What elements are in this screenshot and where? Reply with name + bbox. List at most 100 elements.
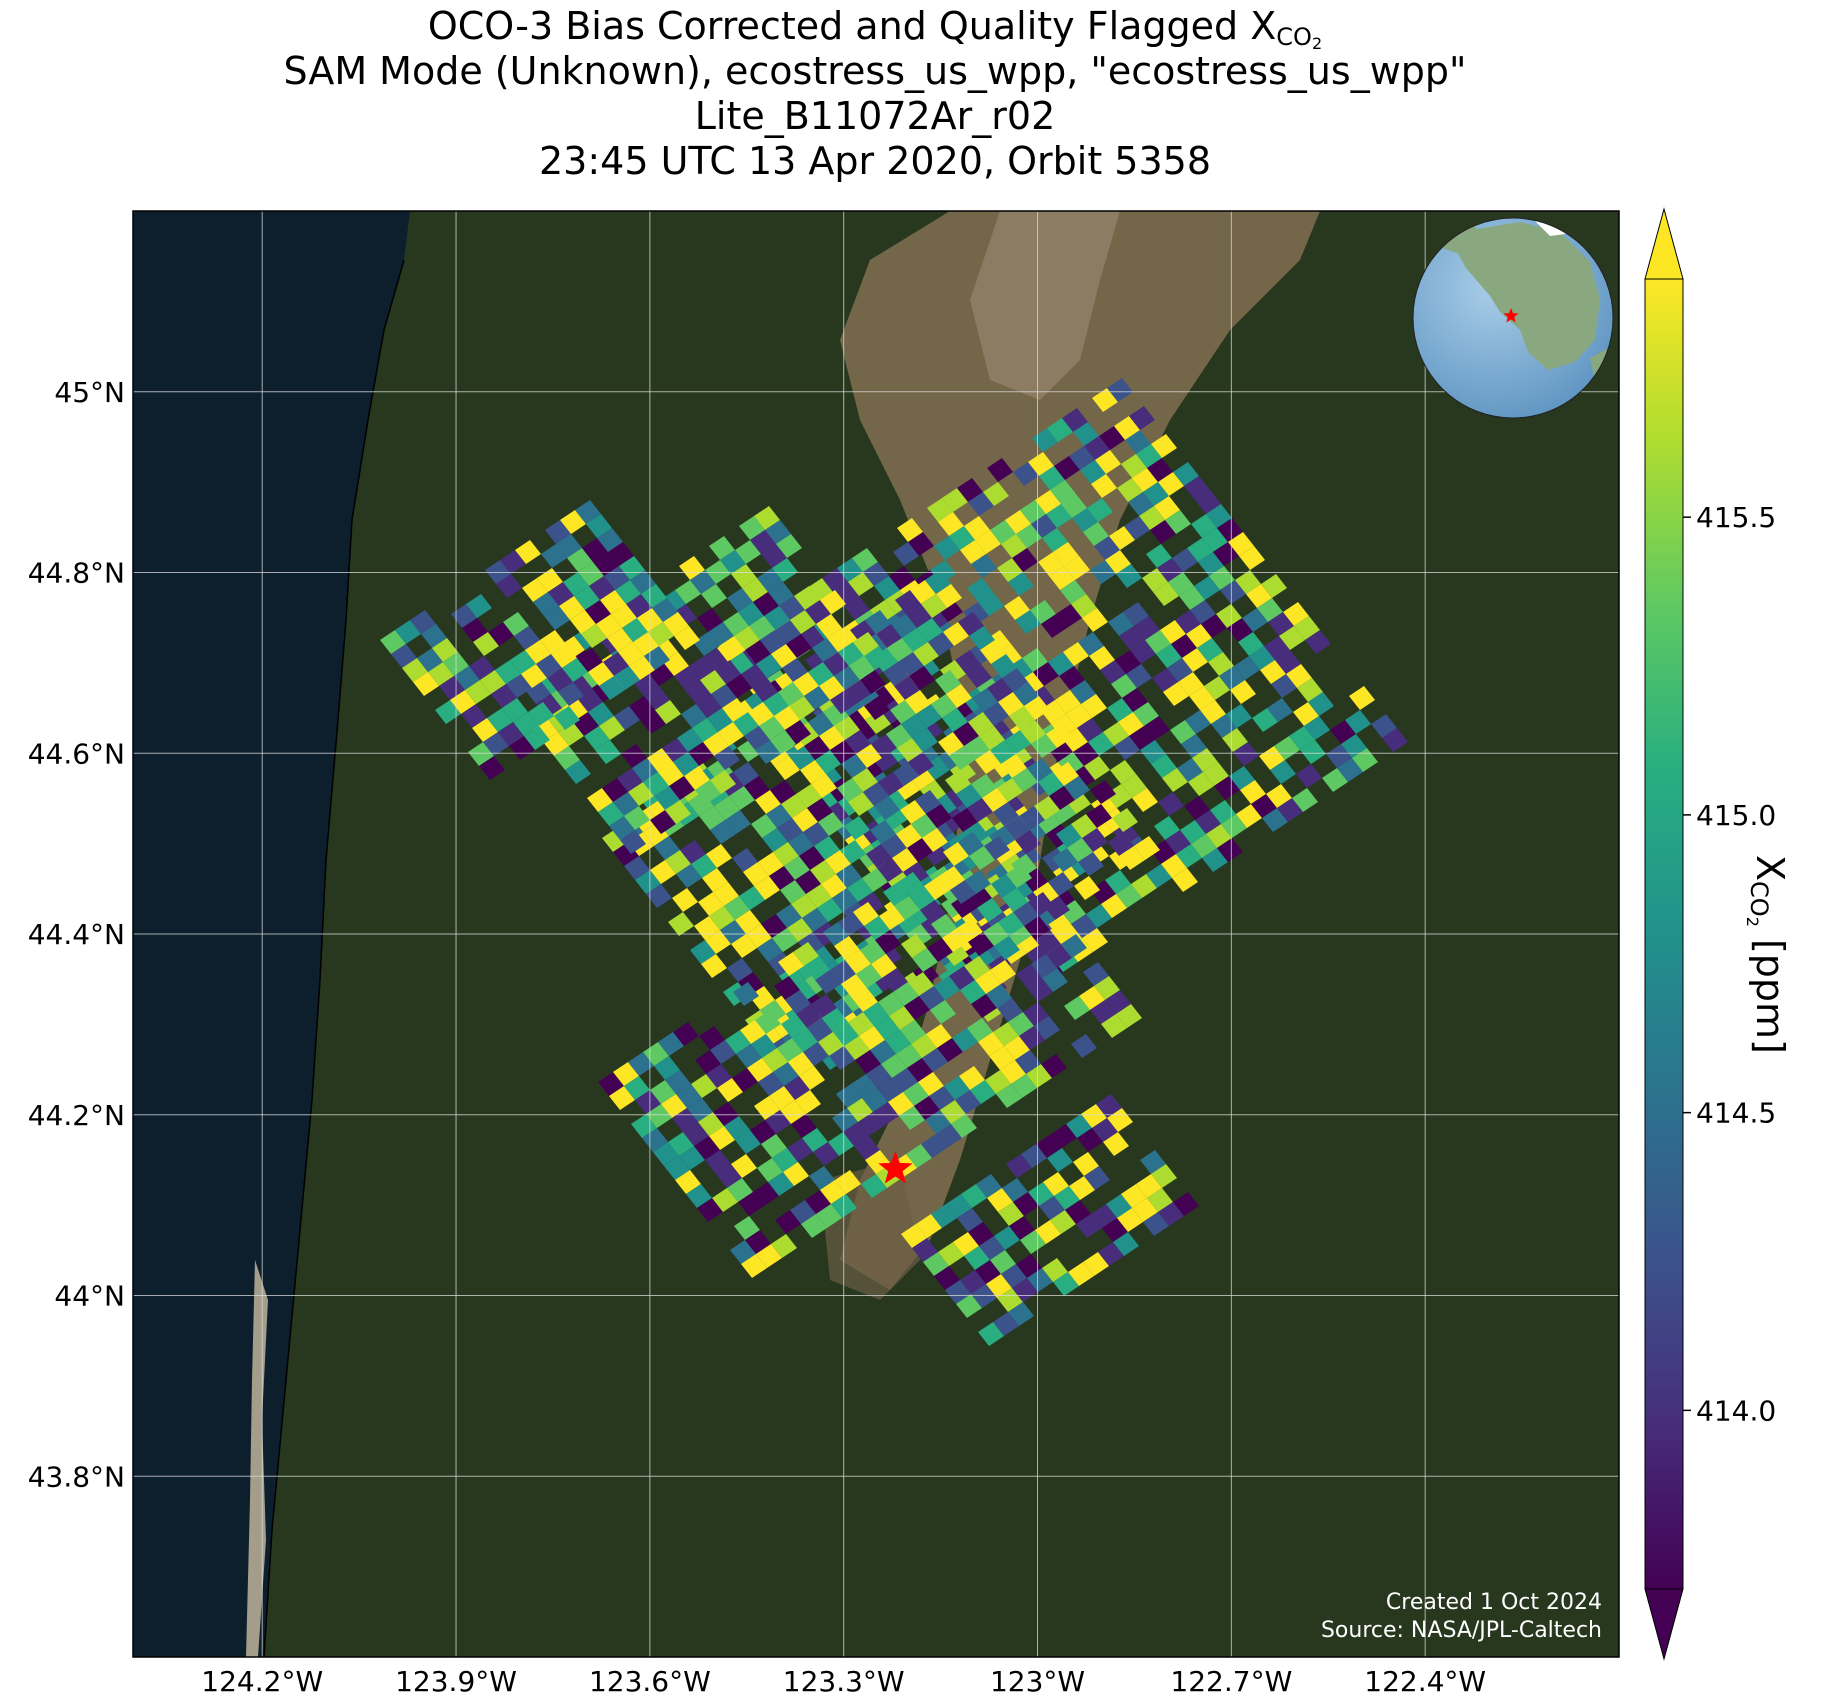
sounding-footprint — [709, 906, 735, 930]
sounding-footprint — [910, 580, 936, 604]
sounding-footprint — [1208, 652, 1234, 676]
sounding-footprint — [864, 646, 890, 670]
sounding-footprint — [761, 544, 787, 568]
sounding-footprint — [836, 1084, 862, 1108]
sounding-footprint — [1054, 456, 1080, 480]
sounding-footprint — [644, 686, 670, 710]
sounding-footprint — [931, 694, 957, 718]
sounding-footprint — [1178, 672, 1204, 696]
sounding-footprint — [1005, 510, 1031, 534]
sounding-footprint — [978, 1032, 1004, 1056]
sounding-footprint — [1176, 844, 1202, 868]
sounding-footprint — [706, 844, 732, 868]
sounding-footprint — [1056, 604, 1082, 628]
sounding-footprint — [870, 1040, 896, 1064]
urban-area — [970, 211, 1120, 400]
sounding-footprint — [690, 570, 716, 594]
sounding-footprint — [628, 782, 654, 806]
sounding-footprint — [718, 722, 744, 746]
sounding-footprint — [790, 610, 816, 634]
sounding-footprint — [1020, 720, 1046, 744]
sounding-footprint — [928, 632, 954, 656]
sounding-footprint — [587, 788, 613, 812]
sounding-footprint — [1267, 698, 1293, 722]
sounding-footprint — [1123, 602, 1149, 626]
sounding-footprint — [998, 692, 1024, 716]
lon-tick-label: 123°W — [990, 1665, 1085, 1698]
colorbar-tick-label: 415.0 — [1696, 799, 1776, 832]
sounding-footprint — [1101, 1014, 1127, 1038]
sounding-footprint — [851, 1074, 877, 1098]
sounding-footprint — [1182, 648, 1208, 672]
sounding-footprint — [757, 568, 783, 592]
sounding-footprint — [734, 1216, 760, 1240]
sounding-footprint — [883, 882, 909, 906]
sounding-footprint — [759, 716, 785, 740]
sounding-footprint — [943, 622, 969, 646]
sounding-footprint — [1002, 668, 1028, 692]
sounding-footprint — [1382, 728, 1408, 752]
sounding-footprint — [1107, 698, 1133, 722]
sounding-footprint — [533, 592, 559, 616]
sounding-footprint — [562, 658, 588, 682]
sounding-footprint — [1077, 1128, 1103, 1152]
sounding-footprint — [1034, 1016, 1060, 1040]
sounding-footprint — [1337, 758, 1363, 782]
sounding-footprint — [860, 670, 886, 694]
sounding-footprint — [781, 1014, 807, 1038]
sounding-footprint — [906, 604, 932, 628]
sounding-footprint — [724, 896, 750, 920]
sounding-footprint — [1202, 528, 1228, 552]
sounding-footprint — [1345, 710, 1371, 734]
sounding-footprint — [1341, 734, 1367, 758]
sounding-footprint — [990, 1250, 1016, 1274]
sounding-footprint — [1326, 744, 1352, 768]
sounding-footprint — [679, 556, 705, 580]
sounding-footprint — [840, 840, 866, 864]
sounding-footprint — [784, 1076, 810, 1100]
sounding-footprint — [1041, 1054, 1067, 1078]
sounding-footprint — [1349, 686, 1375, 710]
sounding-footprint — [805, 600, 831, 624]
sounding-footprint — [967, 798, 993, 822]
sounding-footprint — [380, 630, 406, 654]
sounding-footprint — [935, 670, 961, 694]
sounding-footprint — [1047, 418, 1073, 442]
willamette-valley — [840, 211, 1320, 1290]
sounding-footprint — [1109, 526, 1135, 550]
sounding-footprint — [1129, 406, 1155, 430]
sounding-footprint — [1143, 482, 1169, 506]
sounding-footprint — [896, 824, 922, 848]
sounding-footprint — [943, 842, 969, 866]
sounding-footprint — [629, 696, 655, 720]
sounding-footprint — [762, 828, 788, 852]
colorbar-extend-max — [1644, 207, 1684, 280]
sounding-footprint — [990, 520, 1016, 544]
sounding-footprint — [617, 768, 643, 792]
sounding-footprint — [852, 548, 878, 572]
sounding-footprint — [752, 678, 778, 702]
sounding-footprint — [525, 640, 551, 664]
sounding-footprint — [1210, 800, 1236, 824]
sounding-footprint — [1134, 616, 1160, 640]
sounding-footprint — [964, 736, 990, 760]
sounding-footprint — [1019, 806, 1045, 830]
sounding-footprint — [765, 1110, 791, 1134]
sounding-footprint — [554, 746, 580, 770]
sounding-footprint — [710, 1040, 736, 1064]
sounding-footprint — [1279, 626, 1305, 650]
sounding-footprint — [964, 956, 990, 980]
sounding-footprint — [763, 692, 789, 716]
sounding-footprint — [967, 1018, 993, 1042]
sounding-footprint — [1015, 1050, 1041, 1074]
sounding-footprint — [1082, 828, 1108, 852]
sounding-footprint — [985, 1070, 1011, 1094]
sounding-footprint — [873, 1102, 899, 1126]
sounding-footprint — [744, 776, 770, 800]
sounding-footprint — [435, 700, 461, 724]
sounding-footprint — [650, 1080, 676, 1104]
sounding-footprint — [727, 588, 753, 612]
sounding-footprint — [1289, 726, 1315, 750]
sounding-footprint — [845, 730, 871, 754]
sounding-footprint — [858, 1112, 884, 1136]
